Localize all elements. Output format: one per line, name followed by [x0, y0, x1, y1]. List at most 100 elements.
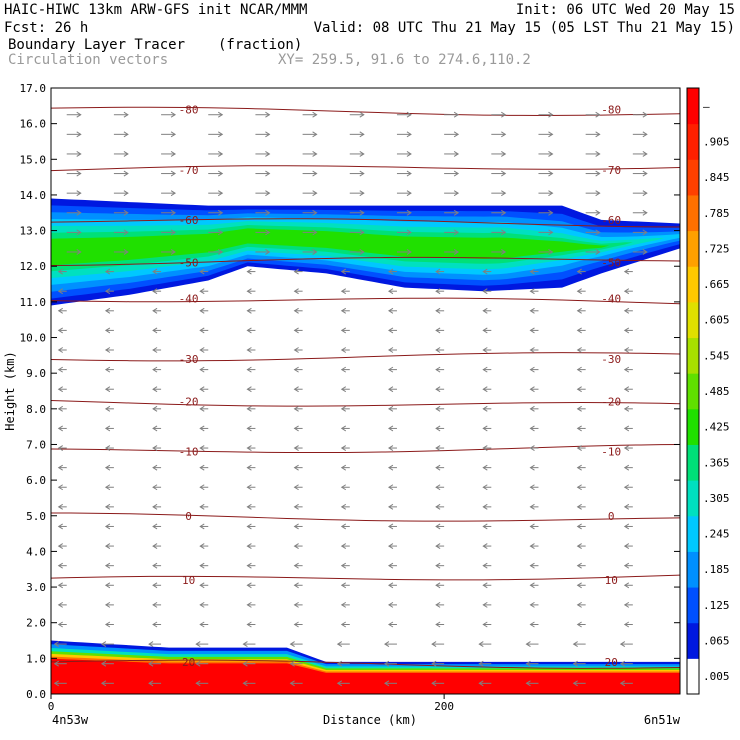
wind-vector-head: [548, 190, 554, 197]
colorbar-label: .365: [703, 456, 730, 469]
wind-vector-head: [406, 131, 412, 138]
wind-vector-head: [246, 288, 252, 295]
wind-vector-head: [57, 405, 63, 412]
wind-vector-head: [478, 641, 484, 648]
y-tick-label: 6.0: [26, 474, 46, 487]
wind-vector-head: [246, 445, 252, 451]
wind-vector-head: [359, 229, 365, 236]
wind-vector-head: [501, 111, 507, 118]
y-tick-label: 2.0: [26, 617, 46, 630]
wind-vector-head: [57, 503, 63, 510]
wind-vector-head: [388, 484, 394, 491]
wind-vector-head: [217, 111, 224, 118]
wind-vector-head: [548, 131, 554, 138]
wind-vector-head: [340, 445, 347, 451]
wind-vector-head: [293, 425, 299, 432]
wind-vector-head: [340, 503, 347, 510]
wind-vector-head: [199, 425, 205, 432]
wind-vector-head: [293, 307, 299, 314]
wind-vector-head: [76, 131, 82, 138]
wind-vector-head: [293, 484, 299, 491]
wind-vector-head: [199, 366, 205, 373]
colorbar-label: .845: [703, 171, 730, 184]
wind-vector-head: [623, 543, 630, 549]
y-tick-label: 9.0: [26, 367, 46, 380]
wind-vector-head: [246, 621, 252, 628]
wind-vector-head: [289, 680, 295, 687]
contour-label: -70: [601, 164, 621, 177]
wind-vector-head: [453, 151, 460, 157]
wind-vector-head: [435, 288, 441, 295]
wind-vector-head: [529, 386, 535, 393]
wind-vector-head: [76, 209, 82, 216]
wind-vector-head: [623, 288, 630, 295]
wind-vector-head: [435, 582, 441, 589]
wind-vector-head: [435, 366, 441, 373]
wind-vector-head: [340, 425, 347, 432]
contour-label: -60: [601, 214, 621, 227]
wind-vector-head: [642, 209, 648, 216]
wind-vector-head: [265, 190, 271, 197]
colorbar-label: .785: [703, 207, 730, 220]
colorbar-label: .425: [703, 421, 730, 434]
wind-vector-head: [482, 464, 488, 471]
wind-vector-head: [293, 464, 299, 471]
wind-vector-head: [384, 680, 390, 687]
wind-vector-head: [388, 523, 394, 530]
wind-vector-head: [435, 405, 441, 412]
y-tick-label: 16.0: [20, 118, 47, 131]
wind-vector-head: [57, 425, 63, 432]
colorbar-swatch: [687, 515, 699, 552]
wind-vector-head: [148, 641, 154, 648]
wind-vector-head: [453, 170, 460, 177]
wind-vector-head: [642, 249, 648, 255]
wind-vector-head: [246, 601, 252, 608]
wind-vector-head: [123, 131, 129, 138]
wind-vector-head: [576, 327, 582, 334]
x-axis-ticks: 0 200: [48, 694, 454, 713]
wind-vector-head: [312, 111, 318, 118]
overlay-name: Circulation vectors: [8, 52, 168, 68]
wind-vector-head: [152, 445, 158, 451]
wind-vector-head: [576, 288, 582, 295]
wind-vector-head: [548, 170, 554, 177]
wind-vector-head: [572, 660, 578, 667]
colorbar-label: –: [703, 100, 710, 113]
wind-vector-head: [642, 170, 648, 177]
wind-vector-head: [152, 405, 158, 412]
wind-vector-head: [246, 386, 252, 393]
y-tick-label: 4.0: [26, 545, 46, 558]
wind-vector-head: [525, 641, 531, 648]
wind-vector-head: [217, 249, 224, 255]
wind-vector-head: [529, 543, 535, 549]
wind-vector-head: [76, 170, 82, 177]
wind-vector-head: [199, 327, 205, 334]
wind-vector-head: [289, 641, 295, 648]
wind-vector-head: [529, 307, 535, 314]
wind-vector-head: [576, 621, 582, 628]
wind-vector-head: [246, 307, 252, 314]
wind-vector-head: [482, 543, 488, 549]
wind-vector-head: [57, 307, 63, 314]
wind-vector-head: [642, 111, 648, 118]
wind-vector-head: [265, 249, 271, 255]
wind-vector-head: [170, 170, 177, 177]
wind-vector-head: [482, 307, 488, 314]
wind-vector-head: [340, 307, 347, 314]
wind-vector-head: [217, 190, 224, 197]
wind-vector-head: [148, 680, 154, 687]
wind-vector-head: [100, 680, 107, 687]
colorbar-label: .665: [703, 278, 730, 291]
wind-vector-head: [195, 660, 201, 667]
wind-vector-head: [199, 307, 205, 314]
contour-line: [50, 218, 681, 228]
wind-vector-head: [265, 170, 271, 177]
wind-vector-head: [529, 327, 535, 334]
wind-vector-head: [76, 249, 82, 255]
wind-vector-head: [104, 366, 111, 373]
wind-vector-head: [482, 425, 488, 432]
wind-vector-head: [595, 111, 601, 118]
y-tick-label: 13.0: [20, 225, 47, 238]
wind-vector-head: [100, 641, 107, 648]
wind-vector-head: [529, 445, 535, 451]
